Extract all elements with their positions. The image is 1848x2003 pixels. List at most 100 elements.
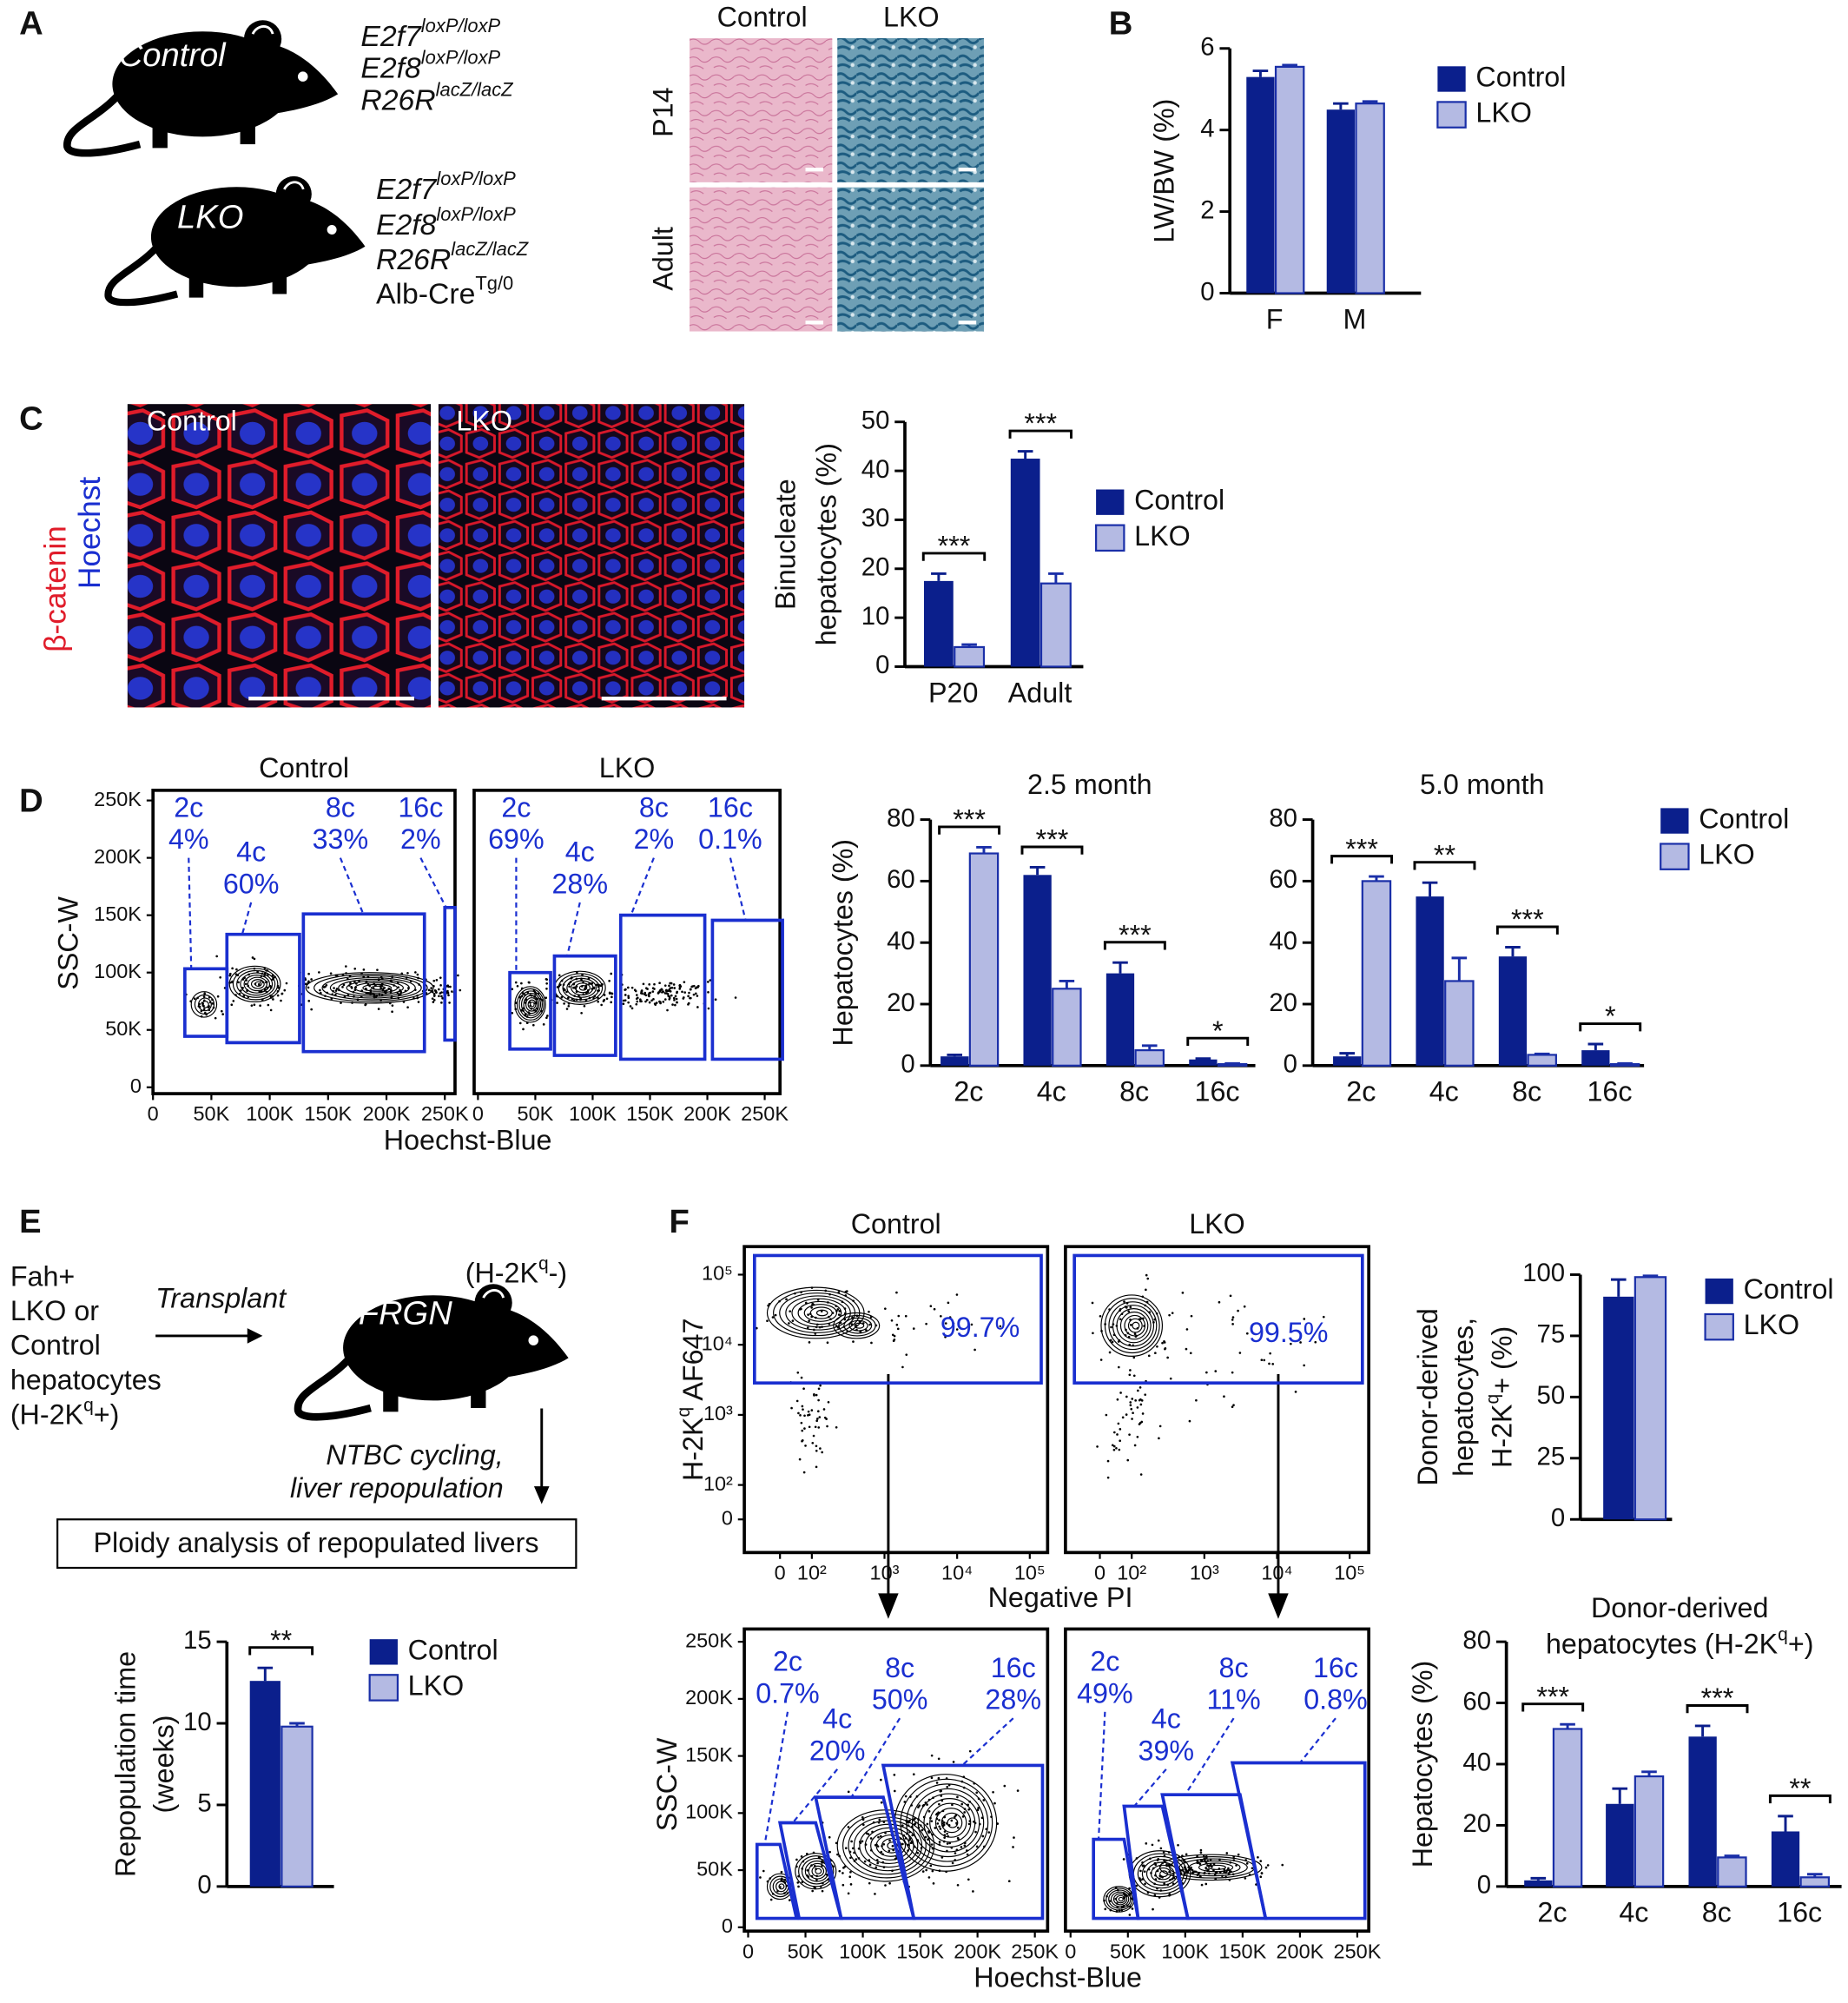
event-dot bbox=[691, 985, 694, 988]
contour bbox=[1155, 1867, 1172, 1881]
event-dot bbox=[801, 1881, 804, 1884]
event-dot bbox=[706, 981, 710, 983]
event-dot bbox=[822, 1881, 824, 1885]
event-dot bbox=[1132, 1356, 1136, 1359]
event-dot bbox=[253, 1003, 256, 1007]
event-dot bbox=[931, 1869, 934, 1873]
bar bbox=[1106, 973, 1135, 1066]
event-dot bbox=[1147, 1867, 1151, 1871]
event-dot bbox=[245, 979, 248, 982]
event-dot bbox=[1145, 1273, 1148, 1277]
event-dot bbox=[1113, 1431, 1116, 1434]
event-dot bbox=[908, 1837, 912, 1841]
event-dot bbox=[1189, 1352, 1192, 1355]
event-dot bbox=[804, 1301, 808, 1305]
event-dot bbox=[936, 1822, 940, 1825]
event-dot bbox=[842, 1325, 846, 1328]
row-label: Adult bbox=[648, 227, 679, 291]
chart-title: 5.0 month bbox=[1420, 769, 1545, 800]
gate-pointer bbox=[339, 857, 365, 915]
event-dot bbox=[861, 1840, 864, 1843]
event-dot bbox=[360, 995, 363, 998]
event-dot bbox=[522, 1028, 525, 1031]
bar bbox=[1023, 875, 1052, 1066]
event-dot bbox=[406, 1006, 409, 1008]
genotype: E2f7loxP/loxP bbox=[360, 15, 500, 53]
event-dot bbox=[670, 994, 673, 997]
event-dot bbox=[380, 982, 384, 986]
event-dot bbox=[664, 992, 668, 995]
gate-label: 4c bbox=[565, 836, 595, 868]
gate-label: 16c bbox=[1313, 1652, 1358, 1683]
superscript: loxP/loxP bbox=[421, 47, 501, 69]
event-dot bbox=[599, 984, 603, 988]
event-dot bbox=[1185, 1347, 1188, 1351]
event-dot bbox=[975, 1845, 979, 1848]
y-tick-label: 40 bbox=[1462, 1748, 1491, 1777]
event-dot bbox=[683, 981, 686, 984]
event-dot bbox=[827, 1400, 830, 1404]
event-dot bbox=[877, 1821, 881, 1824]
event-dot bbox=[676, 1001, 678, 1004]
event-dot bbox=[1145, 1842, 1148, 1845]
event-dot bbox=[1166, 1356, 1169, 1359]
event-dot bbox=[202, 1008, 206, 1011]
y-tick-label: 20 bbox=[887, 988, 915, 1017]
event-dot bbox=[1227, 1873, 1231, 1875]
event-dot bbox=[802, 1860, 805, 1863]
event-dot bbox=[208, 1001, 212, 1004]
event-dot bbox=[937, 1776, 940, 1780]
event-dot bbox=[807, 1414, 809, 1417]
event-dot bbox=[1127, 1335, 1131, 1339]
event-dot bbox=[511, 988, 514, 991]
event-dot bbox=[629, 1005, 632, 1008]
event-dot bbox=[1161, 1341, 1164, 1345]
contour bbox=[833, 1312, 881, 1339]
legend-swatch bbox=[1705, 1278, 1733, 1305]
y-tick-label: 100K bbox=[94, 960, 142, 982]
event-dot bbox=[1117, 1422, 1120, 1425]
legend-swatch bbox=[1436, 101, 1467, 129]
row-label: P14 bbox=[648, 87, 679, 136]
significance-label: *** bbox=[1119, 919, 1152, 950]
event-dot bbox=[811, 1304, 814, 1306]
x-tick-label: 10⁵ bbox=[1334, 1562, 1365, 1584]
event-dot bbox=[845, 1290, 848, 1292]
gate-percent: 0.1% bbox=[698, 823, 762, 855]
event-dot bbox=[432, 992, 436, 995]
event-dot bbox=[653, 988, 656, 990]
event-dot bbox=[202, 1004, 205, 1008]
donor-text: hepatocytes bbox=[10, 1364, 162, 1395]
event-dot bbox=[954, 1859, 957, 1861]
event-dot bbox=[572, 982, 575, 986]
event-dot bbox=[265, 981, 267, 984]
event-dot bbox=[1092, 1332, 1094, 1335]
event-dot bbox=[921, 1804, 925, 1808]
event-dot bbox=[624, 999, 627, 1002]
significance-label: ** bbox=[1434, 839, 1456, 870]
event-dot bbox=[848, 1875, 852, 1879]
y-tick-label: 10⁵ bbox=[702, 1262, 733, 1285]
event-dot bbox=[1181, 1868, 1184, 1872]
event-dot bbox=[974, 1348, 976, 1352]
x-tick-label: 150K bbox=[1218, 1940, 1266, 1962]
event-dot bbox=[1196, 1874, 1199, 1877]
x-tick-label: 2c bbox=[1346, 1076, 1376, 1107]
event-dot bbox=[859, 1841, 862, 1845]
event-dot bbox=[538, 997, 542, 1001]
event-dot bbox=[558, 985, 561, 988]
legend-swatch bbox=[1096, 489, 1125, 515]
event-dot bbox=[544, 977, 548, 981]
event-dot bbox=[348, 975, 352, 978]
event-dot bbox=[838, 1869, 842, 1873]
event-dot bbox=[1154, 1352, 1157, 1355]
event-dot bbox=[940, 1799, 944, 1802]
event-dot bbox=[1120, 1908, 1124, 1912]
event-dot bbox=[1259, 1860, 1263, 1862]
event-dot bbox=[261, 998, 264, 1002]
event-dot bbox=[1118, 1909, 1121, 1912]
event-dot bbox=[1168, 1870, 1171, 1874]
error-bar bbox=[961, 643, 977, 647]
gate-percent: 0.7% bbox=[756, 1677, 820, 1709]
superscript: loxP/loxP bbox=[436, 204, 516, 226]
